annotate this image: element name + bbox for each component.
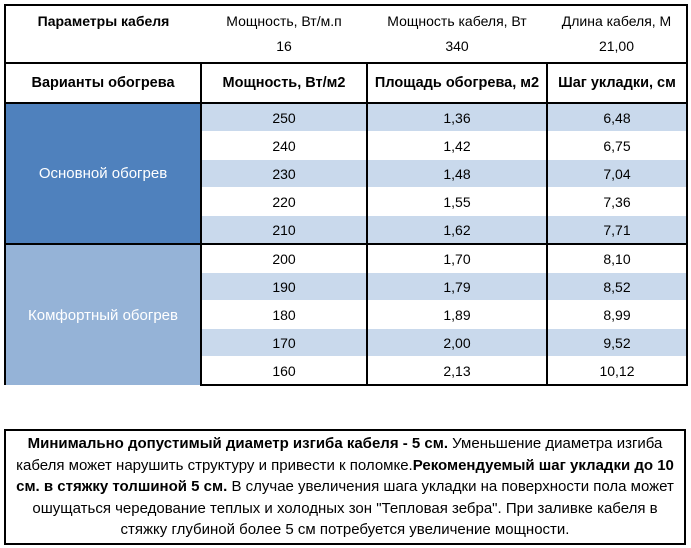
table-row: 190 1,79 8,52: [5, 272, 688, 301]
cell-area: 1,42: [366, 131, 548, 160]
cell-area: 2,13: [366, 356, 548, 386]
note-text: Минимально допустимый диаметр изгиба каб…: [6, 431, 684, 543]
header-area: Площадь обогрева, м2: [366, 62, 548, 104]
table-row: 240 1,42 6,75: [5, 131, 688, 160]
cell-area: 1,36: [366, 102, 548, 132]
col-label-power-per-meter: Мощность, Вт/м.п: [201, 4, 367, 33]
cell-step: 9,52: [546, 328, 688, 357]
col-label-cable-power: Мощность кабеля, Вт: [367, 4, 547, 33]
cable-heating-table: Параметры кабеля Мощность, Вт/м.п Мощнос…: [4, 4, 688, 386]
cell-step: 8,10: [546, 243, 688, 273]
cell-power: 170: [200, 328, 368, 357]
section-label-comfort-heating: Комфортный обогрев: [4, 243, 202, 385]
section-label-main-heating: Основной обогрев: [4, 103, 202, 244]
cell-step: 7,36: [546, 187, 688, 216]
header-power: Мощность, Вт/м2: [200, 62, 368, 104]
cell-step: 10,12: [546, 356, 688, 386]
col-label-cable-length: Длина кабеля, М: [547, 4, 688, 33]
header-step: Шаг укладки, см: [546, 62, 688, 104]
table-row: 210 1,62 7,71: [5, 215, 688, 245]
table-row: 230 1,48 7,04: [5, 159, 688, 188]
cell-power: 220: [200, 187, 368, 216]
cell-area: 1,70: [366, 243, 548, 273]
cell-power: 200: [200, 243, 368, 273]
value-power-per-meter: 16: [201, 33, 367, 64]
cell-area: 1,48: [366, 159, 548, 188]
cell-area: 1,55: [366, 187, 548, 216]
empty-cell: [4, 33, 201, 64]
table-row: 180 1,89 8,99: [5, 300, 688, 329]
table-row: Комфортный обогрев 200 1,70 8,10: [4, 243, 688, 385]
cell-step: 8,99: [546, 300, 688, 329]
note-regular-structure-warning: Уменьшение диаметра изгиба кабеля может …: [16, 435, 663, 474]
cell-step: 8,52: [546, 272, 688, 301]
table-row: 170 2,00 9,52: [5, 328, 688, 357]
cell-power: 160: [200, 356, 368, 386]
cell-area: 1,62: [366, 215, 548, 245]
note-bold-recommended-step: Рекомендуемый шаг укладки до 10 см. в ст…: [16, 456, 674, 496]
cell-area: 1,79: [366, 272, 548, 301]
cable-params-label-row: Параметры кабеля Мощность, Вт/м.п Мощнос…: [4, 4, 688, 33]
cell-step: 6,75: [546, 131, 688, 160]
cell-power: 230: [200, 159, 368, 188]
table-row: 220 1,55 7,36: [5, 187, 688, 216]
cable-params-title: Параметры кабеля: [4, 4, 201, 33]
cell-power: 180: [200, 300, 368, 329]
heating-header-row: Варианты обогрева Мощность, Вт/м2 Площад…: [4, 62, 688, 104]
cell-area: 1,89: [366, 300, 548, 329]
note-bold-min-bend-diameter: Минимально допустимый диаметр изгиба каб…: [27, 435, 449, 452]
cell-power: 210: [200, 215, 368, 245]
note-box: Минимально допустимый диаметр изгиба каб…: [4, 429, 686, 545]
cell-step: 7,71: [546, 215, 688, 245]
cell-step: 6,48: [546, 102, 688, 132]
cell-step: 7,04: [546, 159, 688, 188]
table-row: Основной обогрев 250 1,36 6,48: [4, 102, 688, 244]
cell-power: 190: [200, 272, 368, 301]
value-cable-length: 21,00: [547, 33, 688, 64]
header-variants: Варианты обогрева: [4, 62, 202, 104]
cell-power: 250: [200, 102, 368, 132]
cable-params-value-row: 16 340 21,00: [4, 33, 688, 64]
value-cable-power: 340: [367, 33, 547, 64]
note-regular-thermal-zebra: В случае увеличения шага укладки на пове…: [32, 478, 674, 538]
table-row: 160 2,13 10,12: [5, 356, 688, 386]
cell-power: 240: [200, 131, 368, 160]
cell-area: 2,00: [366, 328, 548, 357]
